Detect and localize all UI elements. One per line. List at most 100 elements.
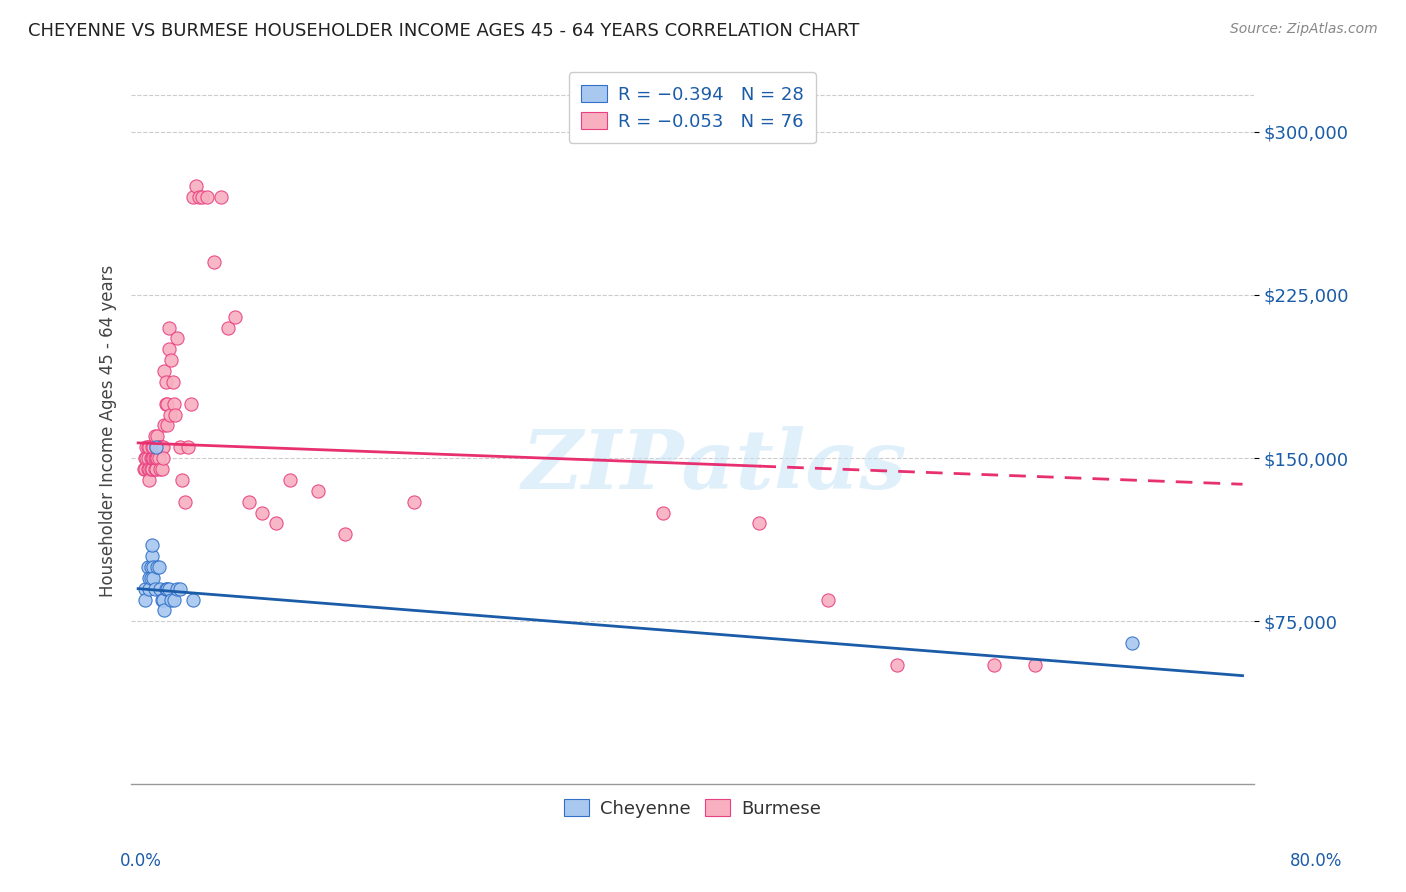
Point [141,462,163,476]
Point [146,560,169,574]
Point [139,451,162,466]
Point [138,582,160,596]
Point [146,451,169,466]
Point [195,190,218,204]
Point [134,592,156,607]
Point [983,657,1005,672]
Point [169,582,191,596]
Point [143,429,166,443]
Point [166,582,188,596]
Point [146,440,169,454]
Point [160,353,183,368]
Point [138,571,160,585]
Point [172,473,194,487]
Point [278,473,301,487]
Point [335,527,357,541]
Point [138,473,160,487]
Point [136,451,159,466]
Point [142,571,165,585]
Point [145,462,167,476]
Point [139,462,162,476]
Point [142,560,165,574]
Point [134,582,156,596]
Point [132,462,155,476]
Point [153,364,176,378]
Point [141,538,163,552]
Point [143,451,166,466]
Point [156,418,179,433]
Point [148,440,170,454]
Point [163,592,186,607]
Text: CHEYENNE VS BURMESE HOUSEHOLDER INCOME AGES 45 - 64 YEARS CORRELATION CHART: CHEYENNE VS BURMESE HOUSEHOLDER INCOME A… [28,22,859,40]
Point [252,506,274,520]
Point [142,440,165,454]
Point [141,451,163,466]
Point [1024,657,1046,672]
Point [209,190,232,204]
Point [134,462,156,476]
Point [307,483,329,498]
Point [174,494,197,508]
Point [651,506,673,520]
Point [142,451,165,466]
Point [155,375,177,389]
Point [145,440,167,454]
Point [157,343,180,357]
Point [238,494,260,508]
Point [135,440,157,454]
Point [166,331,188,345]
Point [150,440,173,454]
Y-axis label: Householder Income Ages 45 - 64 years: Householder Income Ages 45 - 64 years [100,265,117,597]
Text: 0.0%: 0.0% [120,852,162,870]
Point [134,451,156,466]
Point [149,462,172,476]
Point [138,440,160,454]
Point [157,320,180,334]
Point [156,582,179,596]
Point [138,462,160,476]
Point [162,375,184,389]
Point [152,451,174,466]
Point [149,440,172,454]
Point [1121,636,1143,650]
Point [180,397,202,411]
Point [404,494,426,508]
Point [152,592,174,607]
Point [157,582,180,596]
Text: 80.0%: 80.0% [1291,852,1343,870]
Point [150,462,173,476]
Point [817,592,839,607]
Point [146,429,169,443]
Point [149,582,172,596]
Point [177,440,200,454]
Point [748,516,770,531]
Point [184,179,207,194]
Point [139,560,162,574]
Point [169,440,191,454]
Point [190,190,212,204]
Point [141,549,163,563]
Point [156,397,179,411]
Point [152,440,174,454]
Point [224,310,246,324]
Point [136,440,159,454]
Point [264,516,287,531]
Point [145,440,167,454]
Point [159,408,181,422]
Text: ZIPatlas: ZIPatlas [522,426,908,507]
Point [143,462,166,476]
Point [165,408,187,422]
Point [155,397,177,411]
Point [163,397,186,411]
Point [150,592,173,607]
Point [143,582,166,596]
Point [136,462,159,476]
Point [148,560,170,574]
Point [145,451,167,466]
Point [155,582,177,596]
Point [886,657,908,672]
Point [160,592,183,607]
Point [217,320,239,334]
Legend: Cheyenne, Burmese: Cheyenne, Burmese [557,791,828,825]
Point [153,603,176,617]
